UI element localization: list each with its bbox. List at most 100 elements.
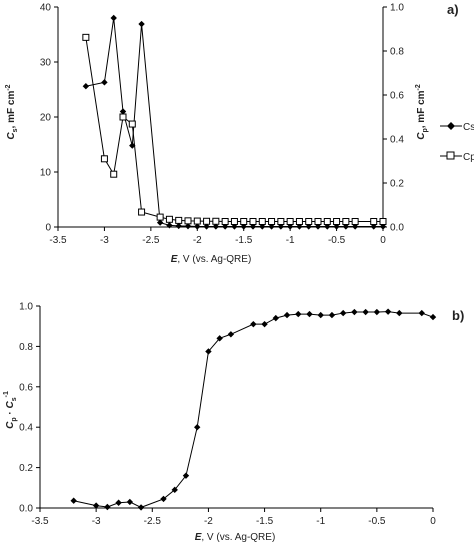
series-ratio-point xyxy=(328,311,336,319)
series-cp-point xyxy=(221,218,229,225)
series-cp-point xyxy=(138,208,146,216)
panel-a-x-tick-label: -3 xyxy=(100,235,109,246)
series-cp-point xyxy=(100,155,108,163)
series-cp-point xyxy=(333,218,341,225)
series-ratio-point xyxy=(104,503,111,511)
panel-a-legend: Cs Cp xyxy=(440,122,474,163)
series-cp-point xyxy=(230,218,238,225)
panel-a-y-tick-label-left: 40 xyxy=(40,3,52,14)
series-cs-point xyxy=(203,223,210,230)
series-cp-point xyxy=(379,218,387,225)
series-ratio-point xyxy=(171,486,178,494)
series-cp-point xyxy=(240,218,248,225)
series-cp-point xyxy=(351,218,359,225)
panel-a: -3.5 -3 -2.5 -2 -1.5 -1 -0.5 0 0 10 20 30 40 0.0 0.2 0.… xyxy=(5,2,474,265)
series-ratio-point xyxy=(160,495,167,503)
panel-b-x-tick-label: 0 xyxy=(430,516,436,527)
panel-a-y-tick-label-right: 0.0 xyxy=(390,223,404,234)
series-cp-line xyxy=(85,37,383,222)
series-ratio-point xyxy=(216,335,223,342)
series-ratio-point xyxy=(92,502,100,509)
panel-b-x-tick-label: -1.5 xyxy=(256,516,274,527)
series-ratio-point xyxy=(115,499,122,506)
series-cp-point xyxy=(249,218,257,225)
series-cp-point xyxy=(203,217,211,225)
series-ratio-point xyxy=(126,498,134,506)
legend-label-cp: Cp xyxy=(463,152,474,163)
panel-a-series-cs xyxy=(82,14,387,230)
panel-b-axes: -3.5 -3 -2.5 -2 -1.5 -1 -0.5 0 0.0 0.2 0.4 0.6 0.8 1.… xyxy=(19,302,436,528)
series-ratio-point xyxy=(396,309,403,317)
panel-a-x-tick-label: -2 xyxy=(193,235,202,246)
panel-a-y-tick-label-left: 20 xyxy=(40,113,52,124)
panel-a-x-tick-label: -0.5 xyxy=(328,235,346,246)
series-cp-point xyxy=(193,217,201,225)
series-ratio-point xyxy=(429,313,437,321)
panel-b-x-tick-label: -3.5 xyxy=(31,516,49,527)
panel-a-ylabel-right: Cp, mF cm-2 xyxy=(415,84,429,140)
series-cp-point xyxy=(175,216,183,224)
panel-a-axes: -3.5 -3 -2.5 -2 -1.5 -1 -0.5 0 0 10 20 30 40 0.0 0.2 0.… xyxy=(40,3,404,247)
series-ratio-point xyxy=(351,308,358,316)
series-ratio-point xyxy=(373,308,381,316)
panel-a-y-tick-label-left: 0 xyxy=(45,223,51,234)
series-ratio-point xyxy=(418,309,425,317)
series-cp-point xyxy=(305,218,313,225)
legend-item-cs: Cs xyxy=(440,122,474,133)
panel-b-x-tick-label: -3 xyxy=(92,516,101,527)
series-cs-point xyxy=(129,142,136,149)
series-ratio-line xyxy=(73,311,434,508)
panel-b-x-tick-label: -0.5 xyxy=(368,516,386,527)
legend-item-cp: Cp xyxy=(440,151,474,163)
panel-b: -3.5 -3 -2.5 -2 -1.5 -1 -0.5 0 0.0 0.2 0.4 0.6 0.8 1.… xyxy=(3,302,464,544)
series-cp-point xyxy=(370,218,378,225)
series-cs-point xyxy=(166,222,173,229)
series-cs-point xyxy=(110,14,117,22)
panel-b-y-tick-label: 0.2 xyxy=(19,463,33,474)
series-ratio-point xyxy=(227,331,235,338)
panel-a-y-tick-label-right: 0.8 xyxy=(390,47,404,58)
series-cp-point xyxy=(184,217,192,225)
panel-a-series-cp xyxy=(82,33,387,225)
legend-label-cs: Cs xyxy=(463,122,474,133)
series-cp-point xyxy=(82,33,90,41)
series-ratio-point xyxy=(194,424,201,431)
series-cs-point xyxy=(101,79,108,86)
series-cs-point xyxy=(138,20,145,28)
panel-a-label: a) xyxy=(447,2,459,17)
series-cp-point xyxy=(277,218,285,225)
panel-a-x-tick-label: -2.5 xyxy=(142,235,160,246)
series-ratio-point xyxy=(70,497,77,504)
series-ratio-point xyxy=(250,320,257,328)
panel-b-y-tick-label: 1.0 xyxy=(19,302,33,313)
series-cs-point xyxy=(82,83,90,90)
series-cs-point xyxy=(156,219,164,226)
panel-a-y-tick-label-left: 30 xyxy=(40,58,52,69)
series-cp-point xyxy=(212,217,220,225)
panel-b-series xyxy=(70,308,437,511)
panel-a-y-tick-label-right: 1.0 xyxy=(390,3,404,14)
series-ratio-point xyxy=(205,348,212,355)
panel-a-x-tick-label: -3.5 xyxy=(49,235,67,246)
series-cp-point xyxy=(258,218,266,225)
series-ratio-point xyxy=(317,311,324,319)
series-ratio-point xyxy=(182,472,190,479)
panel-b-y-tick-label: 0.6 xyxy=(19,382,33,393)
series-ratio-point xyxy=(137,504,145,511)
series-cp-point xyxy=(165,215,173,223)
panel-a-xlabel: E, V (vs. Ag-QRE) xyxy=(171,254,252,265)
series-cs-point xyxy=(212,223,220,230)
panel-b-xlabel: E, V (vs. Ag-QRE) xyxy=(195,532,276,543)
panel-a-x-tick-label: -1 xyxy=(286,235,295,246)
series-ratio-point xyxy=(261,320,268,328)
panel-b-y-tick-label: 0.0 xyxy=(19,504,33,515)
series-cs-point xyxy=(194,223,201,230)
panel-b-x-tick-label: -2 xyxy=(204,516,213,527)
series-cp-point xyxy=(110,170,118,178)
panel-a-x-tick-label: -1.5 xyxy=(235,235,253,246)
panel-b-x-tick-label: -2.5 xyxy=(144,516,162,527)
panel-a-ylabel-left: Cs, mF cm-2 xyxy=(5,84,19,139)
series-cp-point xyxy=(323,218,331,225)
series-cs-point xyxy=(175,222,182,230)
